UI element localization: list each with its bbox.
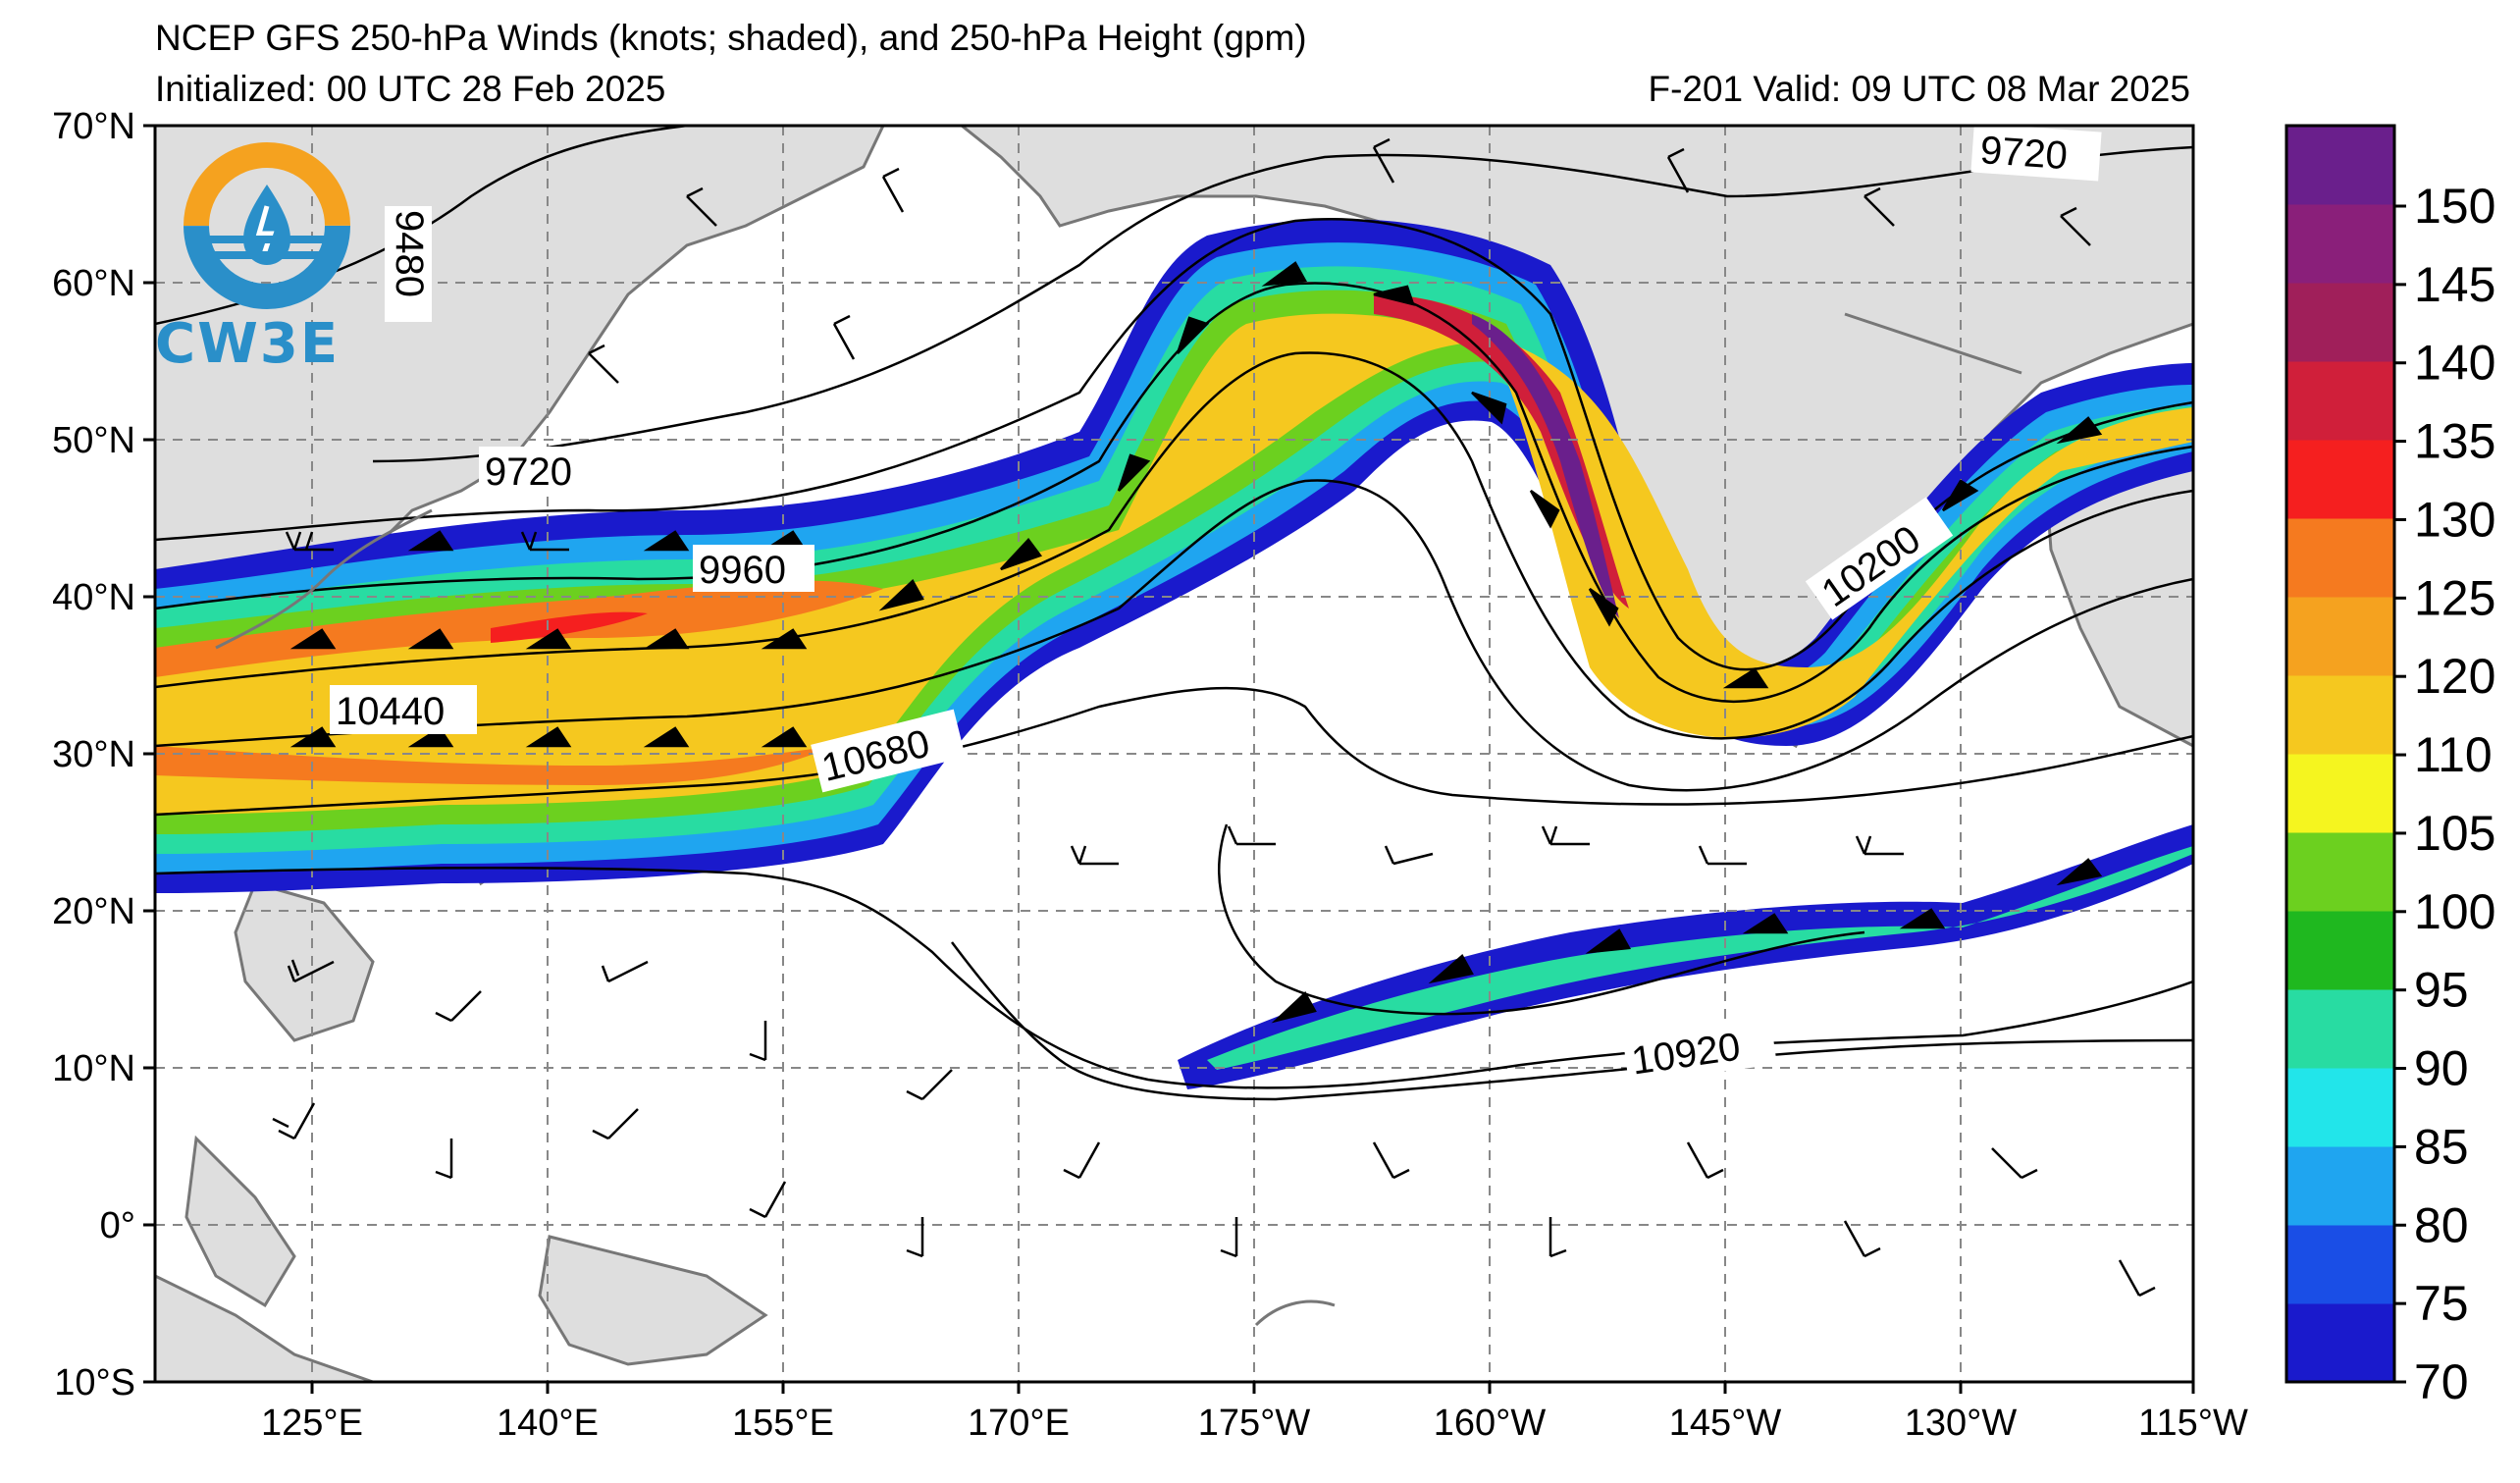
colorbar-segment	[2286, 989, 2394, 1069]
colorbar-segment	[2286, 1068, 2394, 1147]
cw3e-logo-text: CW3E	[155, 312, 341, 376]
lat-label: 30°N	[52, 734, 135, 775]
height-contours	[155, 126, 2193, 1101]
lon-label: 155°E	[732, 1403, 834, 1444]
latitude-labels: 70°N 60°N 50°N 40°N 30°N 20°N 10°N 0° 10…	[52, 106, 135, 1404]
colorbar-tick-label: 125	[2414, 570, 2495, 625]
lat-label: 10°S	[54, 1362, 135, 1404]
valid-time-label: F-201 Valid: 09 UTC 08 Mar 2025	[1648, 69, 2190, 109]
lon-label: 175°W	[1198, 1403, 1311, 1444]
contour-label-9960: 9960	[699, 549, 786, 592]
colorbar: 150 145 140 135 130 125 120 110 105 100 95 90 85 80 75…	[2284, 124, 2495, 1409]
colorbar-segment	[2286, 204, 2394, 284]
colorbar-segment	[2286, 283, 2394, 362]
longitude-labels: 125°E 140°E 155°E 170°E 175°W 160°W 145°…	[261, 1403, 2248, 1444]
colorbar-segment	[2286, 675, 2394, 755]
colorbar-tick-label: 85	[2414, 1119, 2469, 1174]
colorbar-tick-label: 80	[2414, 1197, 2469, 1252]
colorbar-segment	[2286, 597, 2394, 676]
colorbar-tick-label: 90	[2414, 1041, 2469, 1096]
axis-ticks	[143, 124, 2195, 1394]
contour-label-10440: 10440	[336, 690, 445, 733]
lon-label: 140°E	[497, 1403, 599, 1444]
lon-label: 145°W	[1669, 1403, 1782, 1444]
lon-label: 115°W	[2138, 1403, 2248, 1444]
colorbar-segment	[2286, 126, 2394, 205]
lat-label: 20°N	[52, 891, 135, 932]
coastlines	[215, 312, 2022, 1327]
lon-label: 170°E	[968, 1403, 1070, 1444]
lon-label: 130°W	[1905, 1403, 2018, 1444]
lon-label: 125°E	[261, 1403, 363, 1444]
colorbar-tick-label: 120	[2414, 649, 2495, 704]
lat-label: 60°N	[52, 263, 135, 304]
cw3e-logo-icon	[184, 142, 350, 309]
colorbar-tick-label: 140	[2414, 336, 2495, 391]
colorbar-segment	[2286, 832, 2394, 912]
contour-label-9480: 9480	[388, 210, 431, 297]
initialized-label: Initialized: 00 UTC 28 Feb 2025	[155, 69, 666, 109]
wind-speed-shading	[155, 219, 2193, 1089]
colorbar-segment	[2286, 911, 2394, 990]
colorbar-tick-label: 150	[2414, 179, 2495, 234]
colorbar-segment	[2286, 361, 2394, 441]
colorbar-segment	[2286, 1146, 2394, 1226]
colorbar-segment	[2286, 1225, 2394, 1304]
lat-label: 50°N	[52, 420, 135, 461]
colorbar-segment	[2286, 754, 2394, 833]
lat-label: 40°N	[52, 577, 135, 618]
colorbar-tick-label: 70	[2414, 1354, 2469, 1409]
contour-label-9720-west: 9720	[485, 450, 572, 494]
contour-label-9720-east: 9720	[1978, 129, 2069, 178]
colorbar-tick-label: 95	[2414, 963, 2469, 1018]
map-title: NCEP GFS 250-hPa Winds (knots; shaded), …	[155, 18, 1307, 58]
colorbar-tick-label: 105	[2414, 806, 2495, 861]
lon-label: 160°W	[1434, 1403, 1547, 1444]
wind-barbs	[272, 137, 2156, 1298]
lat-label: 70°N	[52, 106, 135, 147]
colorbar-tick-label: 75	[2414, 1276, 2469, 1331]
colorbar-tick-label: 135	[2414, 414, 2495, 469]
colorbar-tick-label: 145	[2414, 257, 2495, 312]
colorbar-tick-label: 100	[2414, 884, 2495, 939]
contour-labels: 9480 9720 9720 9960 10200 10440 10680 10…	[330, 126, 2102, 1086]
lat-label: 10°N	[52, 1048, 135, 1089]
lat-label: 0°	[100, 1205, 135, 1246]
colorbar-tick-label: 110	[2414, 727, 2493, 782]
colorbar-segment	[2286, 518, 2394, 598]
colorbar-segment	[2286, 440, 2394, 519]
colorbar-tick-label: 130	[2414, 492, 2495, 547]
colorbar-segment	[2286, 1303, 2394, 1383]
